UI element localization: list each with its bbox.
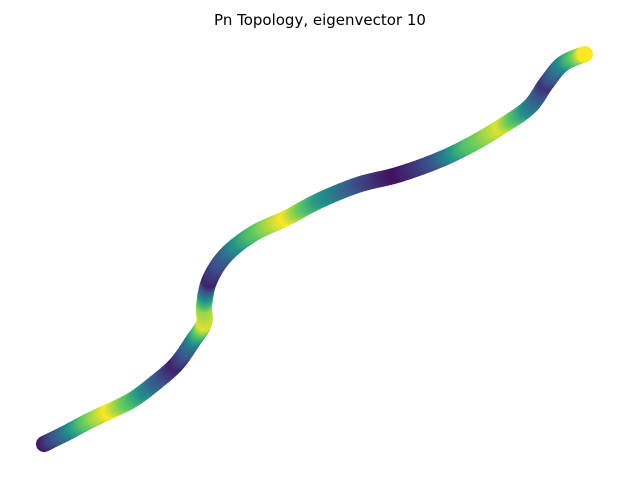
scatter-points <box>36 46 593 452</box>
chart-title: Pn Topology, eigenvector 10 <box>214 11 426 29</box>
scatter-point-552 <box>576 46 593 62</box>
